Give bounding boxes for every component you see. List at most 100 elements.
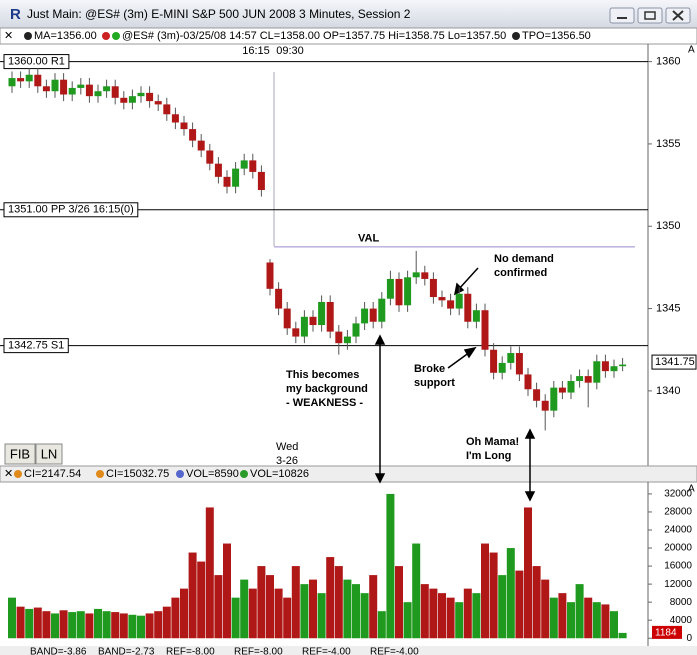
volume-bar [33, 607, 42, 639]
level-box [3, 338, 69, 354]
candle-body [223, 176, 231, 187]
volume-bar [575, 584, 584, 639]
candle-body [335, 331, 343, 344]
y-tick-label: 4000 [670, 615, 693, 626]
candle-body [180, 122, 188, 130]
fib-button[interactable] [4, 443, 36, 465]
date-label: 3-26 [276, 455, 298, 467]
indicator-label: CI=15032.75 [106, 468, 169, 480]
volume-bar [592, 602, 601, 639]
volume-bar [309, 579, 317, 639]
volume-bar [438, 593, 446, 639]
candle-body [17, 78, 25, 82]
candle-body [490, 349, 498, 373]
price-tag [651, 354, 697, 370]
close-x[interactable]: ✕ [4, 30, 13, 42]
volume-bar [137, 615, 145, 639]
app-icon: R [10, 6, 21, 23]
volume-bar [403, 602, 412, 639]
candle-body [94, 91, 102, 97]
volume-bar [154, 611, 163, 639]
volume-bar [515, 570, 524, 639]
candle-body [395, 278, 403, 306]
volume-bar [68, 612, 77, 639]
candle-body [189, 129, 197, 141]
window-title: Just Main: @ES# (3m) E-MINI S&P 500 JUN … [27, 7, 411, 21]
fib-ln-buttons[interactable]: FIB LN [4, 443, 63, 465]
candle-body [34, 74, 42, 87]
volume-bar [455, 602, 464, 639]
close-x[interactable]: ✕ [4, 468, 13, 480]
candle-body [137, 92, 145, 97]
candle-body [51, 79, 59, 92]
volume-bar [119, 613, 128, 639]
volume-bar [498, 575, 507, 639]
candle-body [533, 389, 541, 401]
button-label[interactable]: LN [41, 446, 58, 461]
volume-bar [610, 611, 618, 639]
last-volume: 1184 [655, 628, 677, 639]
button-label[interactable]: FIB [10, 446, 30, 461]
minimize[interactable] [609, 7, 635, 24]
volume-header [0, 465, 697, 483]
candle-body [111, 86, 119, 98]
volume-bar [360, 593, 369, 639]
bar-info: @ES# (3m)-03/25/08 14:57 CL=1358.00 OP=1… [122, 30, 506, 42]
volume-bar [326, 557, 335, 639]
dot [24, 32, 32, 40]
candle-body [120, 97, 128, 103]
volume-bar [188, 552, 197, 639]
volume-bar [8, 597, 16, 639]
maximize[interactable] [637, 7, 663, 24]
candle-body [283, 308, 291, 329]
volume-bar [128, 614, 137, 639]
footer-label: REF=-8.00 [234, 647, 283, 655]
candle-body [163, 104, 171, 115]
candle-body [197, 140, 205, 151]
volume-bar [532, 566, 541, 639]
level-label: 1360.00 R1 [8, 55, 65, 67]
y-tick-label: 1355 [656, 138, 680, 150]
annotation: No demand confirmed [494, 253, 554, 279]
val-label: VAL [358, 233, 379, 245]
candle-body [266, 262, 274, 289]
candle-body [25, 74, 33, 82]
volume-bar [214, 575, 223, 639]
y-tick-label: 1340 [656, 385, 680, 397]
volume-bar [51, 613, 59, 639]
volume-bar [317, 593, 326, 639]
volume-bar [429, 588, 438, 639]
volume-bar [420, 584, 429, 639]
candle-body [240, 160, 248, 169]
level-label: 1351.00 PP 3/26 16:15(0) [8, 204, 134, 216]
volume-bar [197, 561, 206, 639]
axis-a: A [688, 45, 695, 56]
candle-body [232, 168, 240, 187]
dot [112, 32, 120, 40]
candle-body [481, 310, 489, 350]
ln-button[interactable] [35, 443, 63, 465]
candle-body [206, 150, 214, 164]
candle-body [610, 366, 618, 372]
ma-label: MA=1356.00 [34, 30, 97, 42]
footer-label: BAND=-2.73 [98, 647, 155, 655]
candle-body [257, 171, 265, 191]
volume-bar [558, 593, 567, 639]
candle-body [438, 297, 446, 301]
candle-body [300, 316, 308, 337]
y-tick-label: 32000 [664, 489, 692, 500]
volume-bar [240, 579, 249, 639]
y-tick-label: 16000 [664, 561, 692, 572]
volume-bar [343, 579, 352, 639]
annotation: Broke support [414, 363, 455, 389]
dot [512, 32, 520, 40]
candle-body [42, 86, 50, 92]
volume-bar [489, 552, 498, 639]
volume-bar [248, 588, 257, 639]
level-label: 1342.75 S1 [8, 340, 64, 352]
candle-body [103, 86, 111, 92]
level-box [3, 202, 139, 218]
window-buttons[interactable] [609, 7, 691, 24]
volume-tag [652, 625, 682, 639]
candle-body [77, 84, 85, 88]
